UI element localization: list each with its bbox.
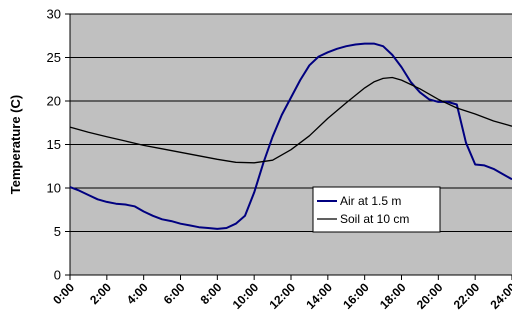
y-tick-label: 10 <box>47 181 61 196</box>
legend-label: Air at 1.5 m <box>340 194 401 208</box>
y-tick-label: 25 <box>47 50 61 65</box>
gridlines <box>70 13 512 232</box>
x-tick-label: 4:00 <box>124 280 151 307</box>
y-tick-label: 20 <box>47 94 61 109</box>
series-line-2 <box>69 76 512 164</box>
y-tick-label: 30 <box>47 7 61 22</box>
x-tick-label: 10:00 <box>230 280 262 312</box>
legend-box <box>312 186 441 233</box>
x-tick-label: 6:00 <box>161 280 188 307</box>
y-axis-ticks: 0 5 10 15 20 25 30 <box>47 7 70 283</box>
legend: Air at 1.5 m Soil at 10 cm <box>312 186 441 233</box>
x-tick-label: 2:00 <box>87 280 114 307</box>
x-axis-ticks: 0:00 2:00 4:00 6:00 8:00 10:00 12:00 14:00 16:00… <box>50 275 512 312</box>
y-tick-label: 15 <box>47 137 61 152</box>
x-tick-label: 0:00 <box>50 280 77 307</box>
series-layer <box>69 42 512 230</box>
x-tick-label: 20:00 <box>414 280 446 312</box>
x-tick-label: 8:00 <box>198 280 225 307</box>
y-tick-label: 0 <box>54 268 61 283</box>
y-tick-label: 5 <box>54 224 61 239</box>
y-axis-title: Temperature (C) <box>8 95 23 194</box>
series-line-1 <box>69 42 512 230</box>
x-tick-label: 24:00 <box>488 280 512 312</box>
x-tick-label: 22:00 <box>451 280 483 312</box>
x-tick-label: 18:00 <box>377 280 409 312</box>
x-tick-label: 14:00 <box>303 280 335 312</box>
x-tick-label: 12:00 <box>267 280 299 312</box>
x-tick-label: 16:00 <box>340 280 372 312</box>
legend-label: Soil at 10 cm <box>340 212 409 226</box>
